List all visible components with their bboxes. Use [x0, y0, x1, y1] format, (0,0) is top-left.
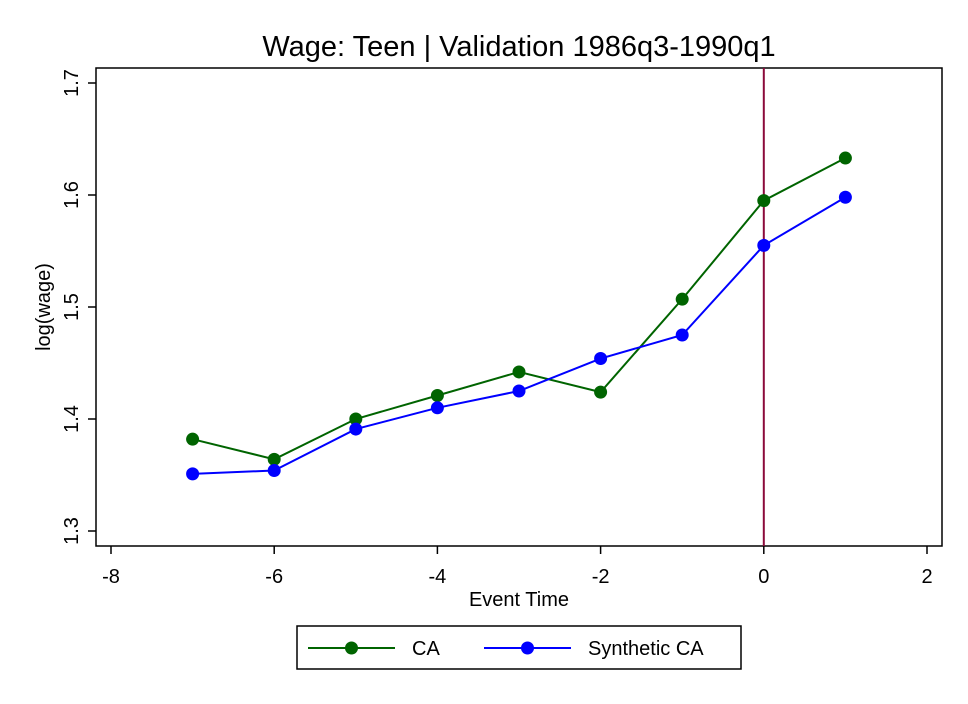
data-point — [186, 432, 200, 446]
data-point — [838, 151, 852, 165]
data-point — [512, 384, 526, 398]
y-tick-label: 1.6 — [61, 181, 83, 209]
plot-area-frame — [95, 67, 943, 547]
data-point — [757, 194, 771, 208]
series-layer — [186, 151, 852, 481]
y-axis: 1.3 1.4 1.5 1.6 1.7 — [61, 69, 96, 545]
data-point — [349, 422, 363, 436]
data-point — [267, 464, 281, 478]
data-point — [430, 388, 444, 402]
y-tick-label: 1.5 — [61, 293, 83, 321]
series-line-2 — [192, 196, 846, 475]
x-axis: -8 -6 -4 -2 0 2 — [102, 546, 933, 588]
data-point — [186, 467, 200, 481]
data-point — [594, 385, 608, 399]
data-point — [267, 452, 281, 466]
legend-label: CA — [412, 638, 440, 660]
x-tick-label: -4 — [429, 566, 447, 588]
chart-title: Wage: Teen | Validation 1986q3-1990q1 — [262, 31, 775, 63]
y-tick-label: 1.7 — [61, 69, 83, 97]
legend-marker — [521, 641, 534, 655]
data-point — [512, 365, 526, 379]
y-axis-label: log(wage) — [33, 263, 55, 351]
x-tick-label: -8 — [102, 566, 120, 588]
y-tick-label: 1.4 — [61, 405, 83, 433]
legend: CA Synthetic CA — [296, 625, 742, 670]
data-point — [594, 352, 608, 366]
x-tick-label: 0 — [758, 566, 769, 588]
data-point — [675, 292, 689, 306]
data-point — [838, 190, 852, 204]
series-line-1 — [192, 157, 846, 461]
x-tick-label: -2 — [592, 566, 610, 588]
data-point — [349, 412, 363, 426]
legend-label: Synthetic CA — [588, 638, 704, 660]
x-tick-label: -6 — [265, 566, 283, 588]
legend-marker — [345, 641, 358, 655]
data-point — [430, 401, 444, 415]
x-tick-label: 2 — [921, 566, 932, 588]
x-axis-label: Event Time — [469, 589, 569, 611]
data-point — [757, 238, 771, 252]
y-tick-label: 1.3 — [61, 517, 83, 545]
data-point — [675, 328, 689, 342]
